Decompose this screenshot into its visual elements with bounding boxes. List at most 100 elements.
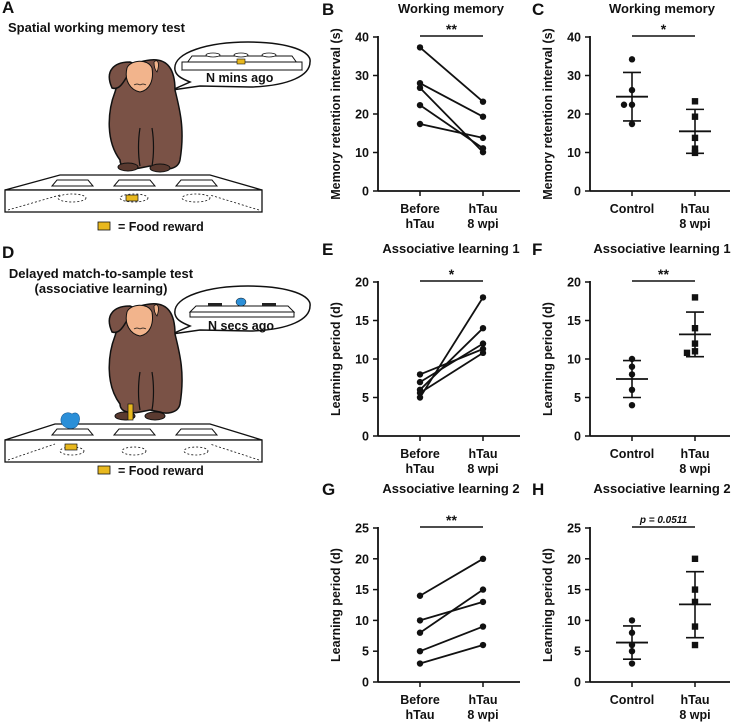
data-point: [691, 98, 699, 105]
data-point: [416, 44, 424, 51]
y-tick-label: 0: [362, 430, 369, 444]
x-tick-label: 8 wpi: [467, 708, 498, 722]
y-tick-label: 25: [567, 522, 581, 536]
data-point: [416, 101, 424, 109]
data-point: [479, 598, 487, 606]
x-tick-label: 8 wpi: [467, 217, 498, 231]
data-point: [479, 340, 487, 347]
x-tick-label: Before: [400, 202, 440, 216]
monkey-a: [108, 59, 183, 173]
x-tick-label: Control: [610, 447, 654, 461]
x-tick-label: hTau: [681, 447, 710, 461]
y-tick-label: 20: [567, 276, 581, 290]
food-well-2: [112, 179, 157, 203]
y-tick-label: 0: [362, 185, 369, 199]
y-tick-label: 0: [574, 676, 581, 690]
food-reward-icon: [64, 443, 78, 451]
y-tick-label: 0: [574, 430, 581, 444]
data-point: [479, 113, 487, 120]
paired-line: [419, 296, 484, 398]
paired-line: [419, 342, 484, 383]
thought-bubble-a: N mins ago: [171, 41, 311, 91]
bubble-text-a: N mins ago: [206, 71, 274, 85]
data-point: [416, 648, 424, 655]
x-tick-label: hTau: [469, 202, 498, 216]
data-point: [620, 101, 628, 108]
test-board-d: [4, 412, 263, 463]
x-tick-label: hTau: [406, 217, 435, 231]
data-point: [416, 629, 424, 636]
paired-series: [416, 294, 487, 401]
paired-series: [416, 555, 487, 599]
panel-label-a: A: [2, 0, 15, 17]
paired-line: [419, 558, 484, 597]
data-point: [479, 145, 487, 152]
data-point: [479, 134, 487, 142]
data-point: [628, 56, 636, 63]
panel-label: E: [322, 240, 333, 259]
panel-a-title: Spatial working memory test: [8, 20, 185, 35]
food-well-3: [174, 179, 219, 203]
y-axis-label: Learning period (d): [541, 302, 555, 416]
x-tick-label: 8 wpi: [467, 462, 498, 476]
data-point: [416, 378, 424, 386]
chart-panel-c: C Working memory 0 10 20 30 40 Memory retention…: [532, 0, 730, 231]
x-tick-label: hTau: [406, 462, 435, 476]
illustrations: N mins ago = Food reward: [4, 41, 311, 478]
y-tick-label: 5: [362, 645, 369, 659]
data-point: [416, 84, 424, 92]
y-axis-label: Memory retention interval (s): [329, 28, 343, 200]
y-tick-label: 20: [355, 276, 369, 290]
x-tick-label: Control: [610, 202, 654, 216]
food-well-1: [50, 179, 95, 203]
data-point: [628, 402, 636, 409]
x-tick-label: hTau: [469, 447, 498, 461]
x-tick-label: 8 wpi: [679, 708, 710, 722]
group-control: [616, 617, 648, 667]
y-axis-label: Memory retention interval (s): [541, 28, 555, 200]
data-point: [479, 555, 487, 562]
y-tick-label: 15: [355, 314, 369, 328]
y-tick-label: 40: [355, 31, 369, 45]
chart-title: Associative learning 1: [593, 241, 730, 256]
legend-text-a: = Food reward: [118, 220, 204, 234]
monkey-d: [108, 303, 183, 421]
group-control: [616, 56, 648, 128]
paired-line: [419, 644, 484, 665]
data-point: [479, 325, 487, 332]
paired-series: [416, 120, 487, 142]
data-point: [416, 660, 424, 667]
data-point: [479, 98, 487, 105]
panel-d-title-line1: Delayed match-to-sample test: [8, 266, 194, 281]
paired-series: [416, 641, 487, 667]
paired-series: [416, 349, 487, 397]
chart-title: Associative learning 2: [593, 481, 730, 496]
data-point: [479, 349, 487, 357]
paired-series: [416, 325, 487, 393]
panel-label: B: [322, 0, 334, 19]
panel-label-d: D: [2, 243, 15, 262]
food-reward-icon: [97, 221, 111, 231]
panel-label: F: [532, 240, 542, 259]
panel-label: H: [532, 480, 544, 499]
paired-line: [419, 588, 484, 634]
chart-panel-h: H Associative learning 2 0 5 10 15 20 25 Learnin…: [532, 480, 731, 722]
data-point: [628, 617, 636, 624]
legend-a: = Food reward: [97, 220, 204, 234]
y-tick-label: 0: [362, 676, 369, 690]
sample-object-icon: [235, 297, 247, 307]
thought-bubble-d: N secs ago: [171, 285, 311, 335]
paired-line: [419, 352, 484, 394]
chart-panel-b: B Working memory 0 10 20 30 40 Memory retention…: [322, 0, 520, 231]
paired-line: [419, 82, 484, 118]
data-point: [416, 80, 424, 87]
significance-label: p = 0.0511: [639, 515, 688, 526]
y-tick-label: 10: [567, 614, 581, 628]
sample-object-icon: [60, 412, 80, 429]
panel-label: C: [532, 0, 544, 19]
paired-series: [416, 44, 487, 105]
food-reward-icon: [236, 58, 246, 65]
significance-label: *: [661, 21, 667, 37]
data-point: [479, 586, 487, 593]
